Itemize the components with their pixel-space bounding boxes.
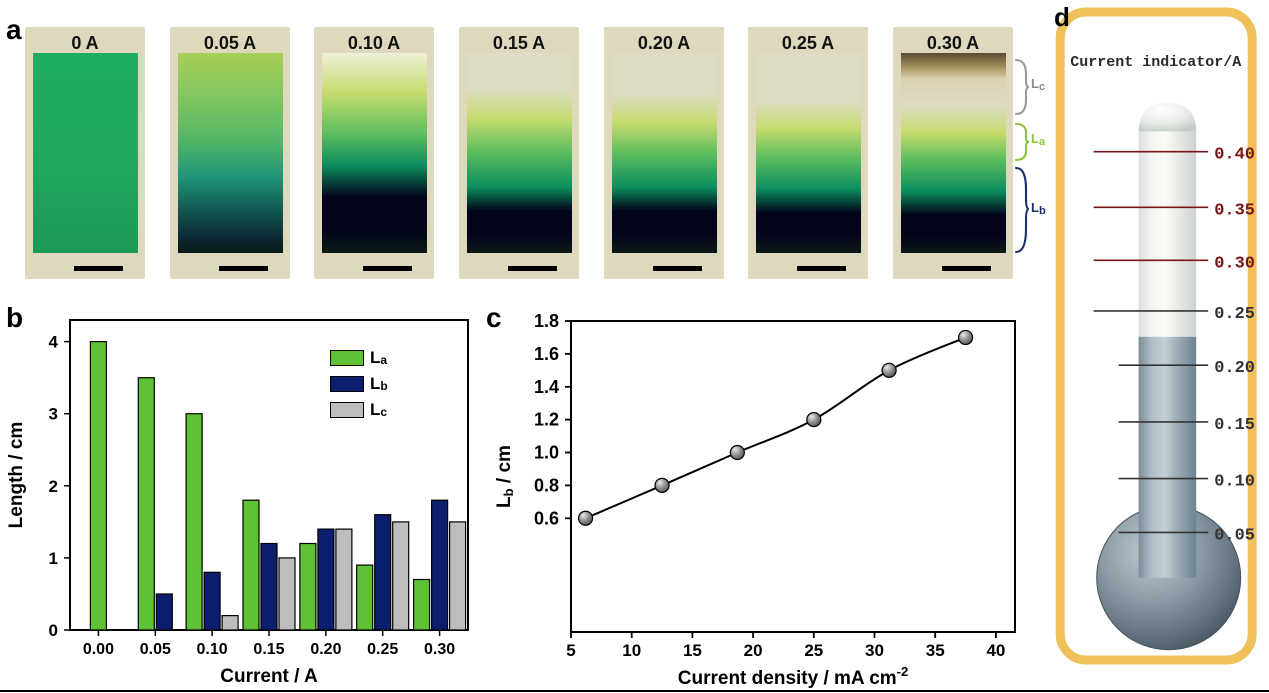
- svg-text:Lb / cm: Lb / cm: [494, 445, 516, 508]
- svg-text:25: 25: [804, 641, 823, 660]
- svg-text:0.20: 0.20: [310, 641, 341, 658]
- svg-text:0.05: 0.05: [1214, 526, 1255, 545]
- svg-text:0.6: 0.6: [534, 508, 559, 528]
- svg-text:0.10: 0.10: [197, 641, 228, 658]
- svg-text:0.15: 0.15: [1214, 416, 1255, 435]
- svg-text:Current / A: Current / A: [220, 666, 318, 687]
- svg-text:5: 5: [566, 641, 575, 660]
- svg-text:0.25: 0.25: [367, 641, 398, 658]
- svg-text:0.10: 0.10: [1214, 473, 1255, 492]
- svg-text:4: 4: [49, 333, 59, 352]
- svg-text:3: 3: [49, 405, 58, 424]
- svg-text:1.4: 1.4: [534, 377, 559, 397]
- svg-text:2: 2: [49, 477, 58, 496]
- svg-text:0.35: 0.35: [1214, 201, 1255, 220]
- svg-text:0.05: 0.05: [140, 641, 171, 658]
- svg-text:0.30: 0.30: [1214, 254, 1255, 273]
- svg-text:30: 30: [865, 641, 884, 660]
- svg-text:1.0: 1.0: [534, 443, 559, 463]
- svg-text:10: 10: [622, 641, 641, 660]
- svg-text:35: 35: [926, 641, 945, 660]
- svg-text:d: d: [1054, 2, 1070, 32]
- svg-text:0.25: 0.25: [1214, 305, 1255, 324]
- svg-text:0.15: 0.15: [253, 641, 284, 658]
- svg-text:Current indicator/A: Current indicator/A: [1070, 54, 1241, 71]
- svg-text:20: 20: [744, 641, 763, 660]
- svg-text:1.2: 1.2: [534, 410, 559, 430]
- svg-text:0.00: 0.00: [83, 641, 114, 658]
- svg-text:Current density / mA cm-2: Current density / mA cm-2: [678, 664, 908, 689]
- svg-text:1: 1: [49, 549, 58, 568]
- svg-text:1.6: 1.6: [534, 344, 559, 364]
- svg-text:0: 0: [49, 621, 58, 640]
- svg-text:Length / cm: Length / cm: [6, 422, 27, 529]
- svg-text:0.40: 0.40: [1214, 146, 1255, 165]
- svg-text:15: 15: [683, 641, 702, 660]
- svg-text:1.8: 1.8: [534, 311, 559, 331]
- svg-text:0.8: 0.8: [534, 475, 559, 495]
- svg-text:0.30: 0.30: [424, 641, 455, 658]
- svg-text:40: 40: [986, 641, 1005, 660]
- svg-text:0.20: 0.20: [1214, 359, 1255, 378]
